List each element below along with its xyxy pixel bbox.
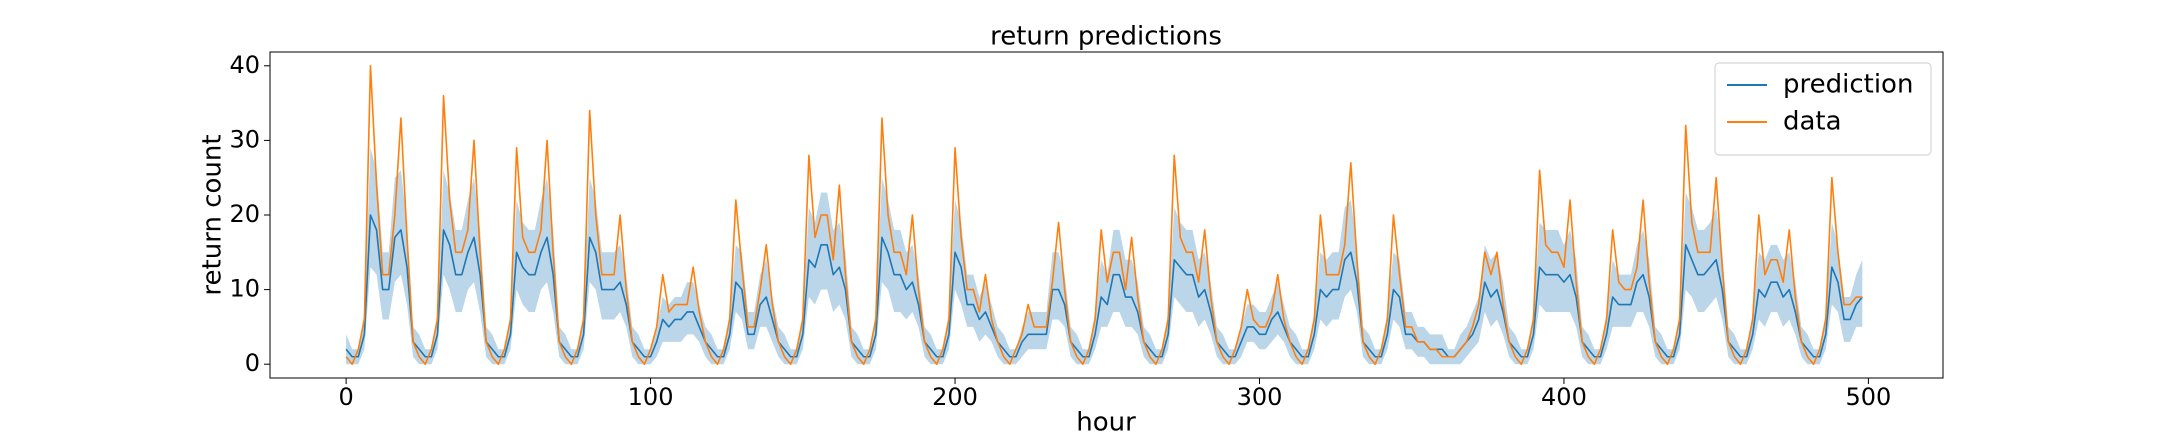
- x-tick-label: 400: [1541, 383, 1587, 411]
- y-tick-label: 20: [229, 200, 260, 228]
- series-line: [345, 214, 1863, 358]
- x-tick-label: 0: [338, 383, 353, 411]
- y-tick-label: 10: [229, 275, 260, 303]
- y-axis-label: return count: [198, 134, 228, 295]
- series-line: [345, 65, 1863, 365]
- x-tick-label: 200: [932, 383, 978, 411]
- legend-label: data: [1783, 107, 1842, 137]
- y-tick-label: 40: [229, 51, 260, 79]
- x-axis-label: hour: [1076, 408, 1136, 432]
- legend-box: [1714, 62, 1932, 156]
- x-tick-label: 300: [1237, 383, 1283, 411]
- plot-frame: [269, 51, 1944, 379]
- y-tick-label: 0: [245, 349, 260, 377]
- x-tick-label: 500: [1846, 383, 1892, 411]
- x-tick-label: 100: [628, 383, 674, 411]
- legend-label: prediction: [1783, 70, 1913, 100]
- y-tick-label: 30: [229, 125, 260, 153]
- confidence-band: [346, 147, 1863, 365]
- chart-title: return predictions: [990, 22, 1222, 52]
